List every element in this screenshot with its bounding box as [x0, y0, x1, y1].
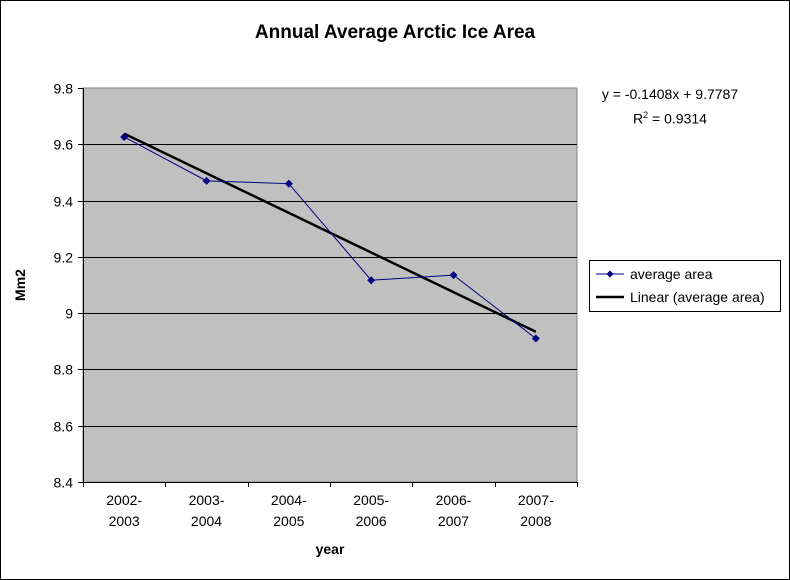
x-axis-label-text: year — [315, 541, 345, 557]
trendline-equation: y = -0.1408x + 9.7787 — [601, 86, 739, 102]
y-tick-label: 9.6 — [54, 137, 74, 153]
y-tick-label: 9 — [65, 306, 73, 322]
y-axis-label: Mm2 — [12, 269, 28, 301]
x-tick-label: 2007- 2008 — [518, 492, 554, 529]
x-tick-label-line: 2004- — [271, 492, 307, 508]
r-squared-superscript: 2 — [643, 110, 649, 120]
y-tick-label: 9.4 — [54, 194, 74, 210]
x-tick-label-line: 2004 — [191, 513, 222, 529]
x-tick-label: 2005- 2006 — [353, 492, 389, 529]
y-tick-label: 8.8 — [54, 362, 74, 378]
y-tick-label: 9.2 — [54, 250, 74, 266]
r-squared-label: R — [633, 110, 644, 127]
x-tick-label: 2004- 2005 — [271, 492, 307, 529]
y-tick-label: 8.6 — [54, 419, 74, 435]
trendline-equation-box: y = -0.1408x + 9.7787 R2 = 0.9314 — [585, 84, 755, 130]
x-tick-label-line: 2006- — [436, 492, 472, 508]
x-tick-label-line: 2003 — [109, 513, 140, 529]
legend-label-linear: Linear (average area) — [630, 289, 765, 305]
legend-trendline-icon — [596, 295, 624, 299]
x-tick-label: 2002- 2003 — [106, 492, 142, 529]
legend-line-marker-icon — [596, 270, 624, 278]
x-tick-label: 2006- 2007 — [436, 492, 472, 529]
x-tick-label-line: 2008 — [520, 513, 551, 529]
legend: average area Linear (average area) — [589, 260, 781, 312]
x-tick-label-line: 2006 — [356, 513, 387, 529]
data-point-marker — [449, 271, 458, 280]
x-tick-label-line: 2007 — [438, 513, 469, 529]
x-tick-label: 2003- 2004 — [189, 492, 225, 529]
r-squared: R2 = 0.9314 — [585, 105, 755, 130]
x-tick-label-line: 2005- — [353, 492, 389, 508]
series-line — [123, 136, 537, 339]
y-tick-label: 8.4 — [54, 475, 74, 491]
x-tick-label-line: 2003- — [189, 492, 225, 508]
data-point-marker — [367, 276, 376, 285]
x-tick-label-line: 2007- — [518, 492, 554, 508]
y-tick-label: 9.8 — [54, 81, 74, 97]
x-tick-label-line: 2002- — [106, 492, 142, 508]
legend-item-average-area: average area — [596, 264, 713, 284]
legend-label-average-area: average area — [630, 266, 713, 282]
r-squared-value: = 0.9314 — [648, 110, 707, 127]
data-point-marker — [531, 334, 540, 343]
data-point-marker — [202, 176, 211, 185]
x-tick-label-line: 2005 — [273, 513, 304, 529]
legend-item-linear: Linear (average area) — [596, 287, 765, 307]
plot-area — [82, 87, 578, 483]
data-point-marker — [284, 179, 293, 188]
chart-title: Annual Average Arctic Ice Area — [254, 22, 536, 43]
data-point-marker — [120, 132, 129, 141]
